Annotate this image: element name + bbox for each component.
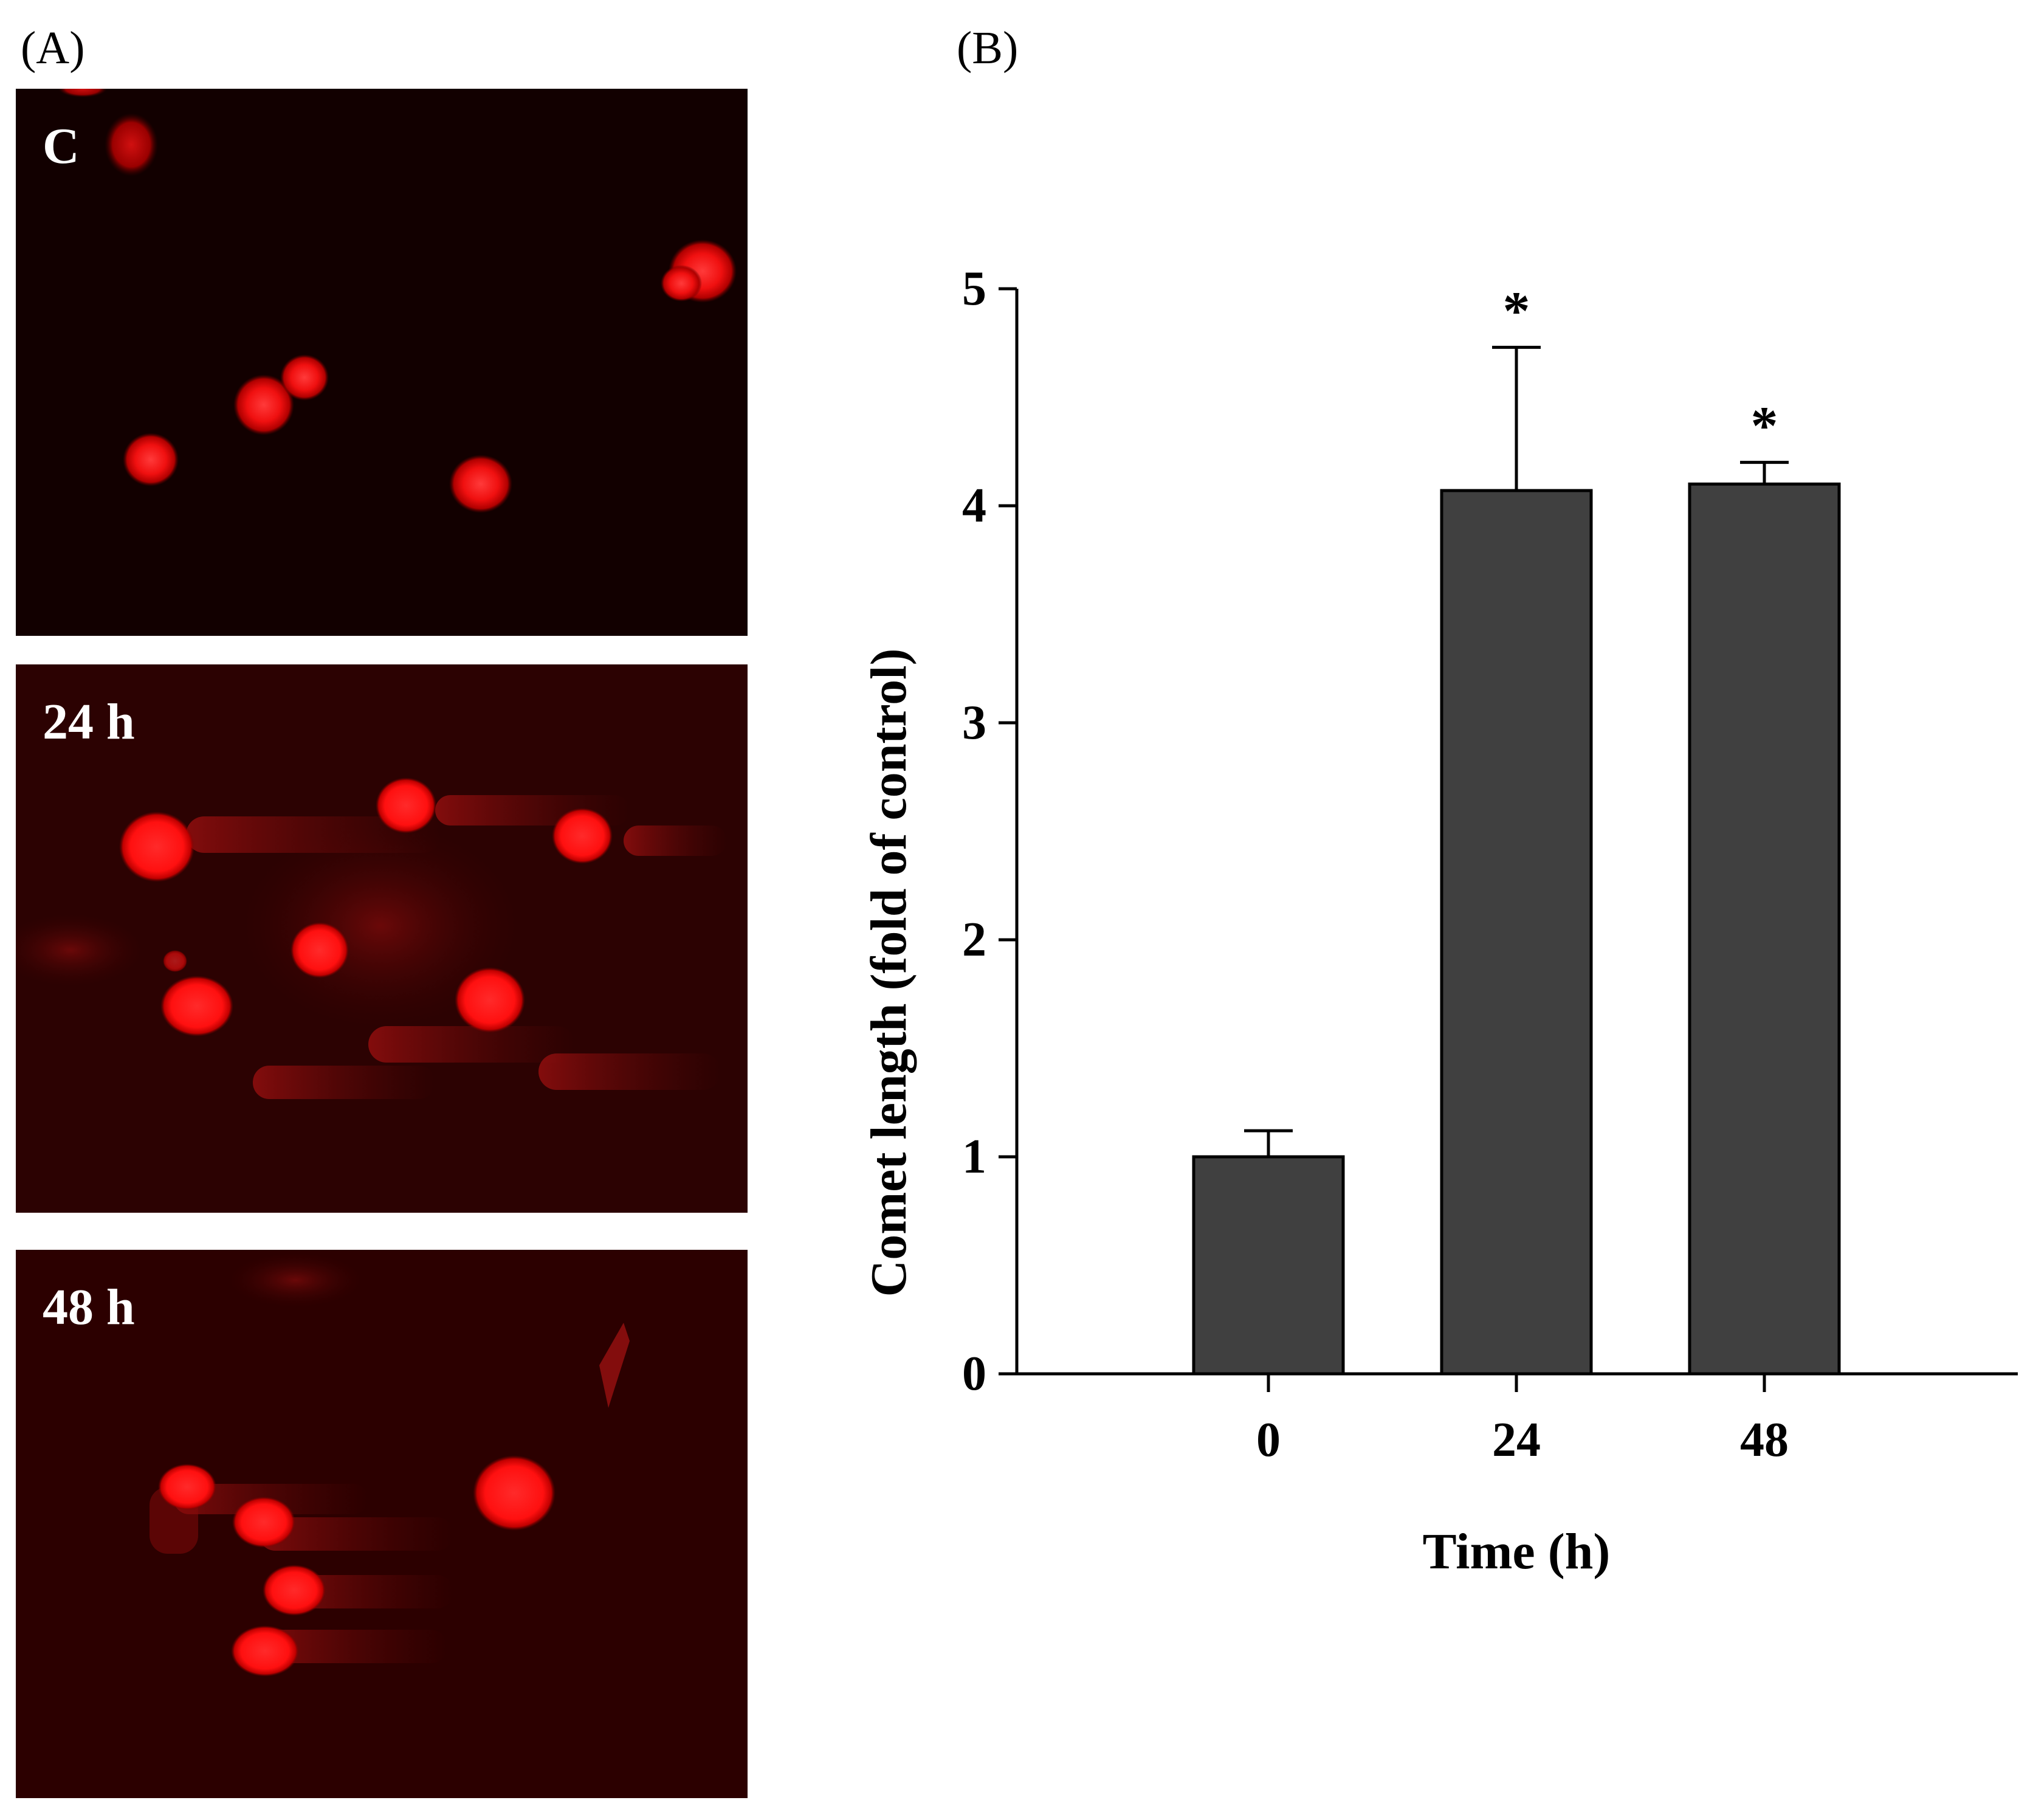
panel-a-label: (A) xyxy=(21,22,85,74)
y-tick-label: 4 xyxy=(962,479,986,533)
nucleus xyxy=(119,812,194,882)
significance-asterisk: * xyxy=(1751,396,1778,457)
nucleus xyxy=(661,265,702,302)
nucleus xyxy=(473,1455,556,1531)
micrograph-24h: 24 h xyxy=(16,664,748,1213)
y-tick-label: 1 xyxy=(962,1130,986,1184)
micrograph-label: 48 h xyxy=(43,1279,135,1336)
comet-length-chart: 0 1 2 3 4 5 0 * 24 * 48 Time (h) Comet length (fold … xyxy=(833,231,2033,1629)
nucleus xyxy=(263,1565,326,1616)
nucleus xyxy=(105,113,158,176)
micrograph-48h-image xyxy=(16,1250,748,1798)
nucleus xyxy=(291,922,349,978)
micrograph-control-image xyxy=(16,89,748,636)
nucleus xyxy=(232,1497,295,1548)
y-tick-label: 0 xyxy=(962,1347,986,1401)
bar-48 xyxy=(1688,482,1841,1376)
nucleus xyxy=(449,455,512,513)
nucleus xyxy=(160,976,233,1036)
nucleus xyxy=(455,967,525,1033)
nucleus xyxy=(233,374,294,435)
micrograph-label: C xyxy=(43,118,80,174)
x-tick-label: 24 xyxy=(1492,1413,1541,1467)
x-axis-title: Time (h) xyxy=(1423,1523,1611,1580)
micrograph-24h-image xyxy=(16,664,748,1213)
x-tick-label: 48 xyxy=(1740,1413,1789,1467)
nucleus xyxy=(552,808,613,864)
significance-asterisk: * xyxy=(1503,281,1530,341)
bar-0 xyxy=(1192,1155,1345,1376)
nucleus xyxy=(376,777,436,833)
bar-chart-svg: 0 1 2 3 4 5 0 * 24 * 48 Time (h) Comet length (fold … xyxy=(861,262,2018,1580)
y-tick-label: 3 xyxy=(962,696,986,750)
nucleus xyxy=(58,89,107,97)
y-tick-label: 2 xyxy=(962,913,986,967)
nucleus xyxy=(163,950,187,972)
bar-24 xyxy=(1440,489,1593,1376)
y-axis-title: Comet length (fold of control) xyxy=(861,649,917,1297)
micrograph-label: 24 h xyxy=(43,694,135,750)
nucleus xyxy=(158,1464,216,1510)
nucleus xyxy=(123,433,179,486)
panel-b-label: (B) xyxy=(957,22,1019,74)
micrograph-control: C xyxy=(16,89,748,636)
nucleus xyxy=(231,1625,299,1677)
y-tick-label: 5 xyxy=(962,262,986,315)
micrograph-48h: 48 h xyxy=(16,1250,748,1798)
nucleus xyxy=(280,354,329,401)
x-tick-label: 0 xyxy=(1256,1413,1281,1467)
